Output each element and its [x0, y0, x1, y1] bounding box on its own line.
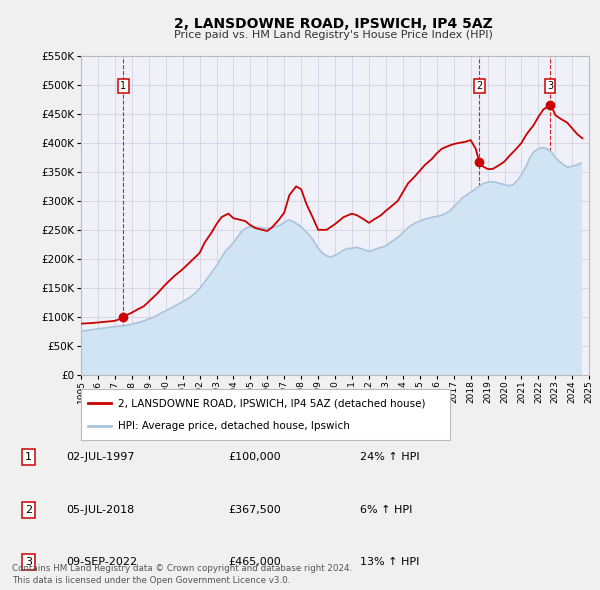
Text: 09-SEP-2022: 09-SEP-2022	[66, 557, 137, 566]
Text: 13% ↑ HPI: 13% ↑ HPI	[360, 557, 419, 566]
Text: 3: 3	[547, 81, 553, 91]
Text: 02-JUL-1997: 02-JUL-1997	[66, 453, 134, 462]
Text: £100,000: £100,000	[228, 453, 281, 462]
Text: 6% ↑ HPI: 6% ↑ HPI	[360, 506, 412, 515]
Text: 1: 1	[25, 453, 32, 462]
Text: Contains HM Land Registry data © Crown copyright and database right 2024.
This d: Contains HM Land Registry data © Crown c…	[12, 565, 352, 585]
Text: £367,500: £367,500	[228, 506, 281, 515]
Text: £465,000: £465,000	[228, 557, 281, 566]
Text: 05-JUL-2018: 05-JUL-2018	[66, 506, 134, 515]
Text: 2: 2	[476, 81, 482, 91]
Text: 3: 3	[25, 557, 32, 566]
Text: Price paid vs. HM Land Registry's House Price Index (HPI): Price paid vs. HM Land Registry's House …	[173, 30, 493, 40]
Text: 2: 2	[25, 506, 32, 515]
Text: 1: 1	[120, 81, 127, 91]
Text: HPI: Average price, detached house, Ipswich: HPI: Average price, detached house, Ipsw…	[118, 421, 350, 431]
Text: 2, LANSDOWNE ROAD, IPSWICH, IP4 5AZ: 2, LANSDOWNE ROAD, IPSWICH, IP4 5AZ	[173, 17, 493, 31]
Text: 24% ↑ HPI: 24% ↑ HPI	[360, 453, 419, 462]
Text: 2, LANSDOWNE ROAD, IPSWICH, IP4 5AZ (detached house): 2, LANSDOWNE ROAD, IPSWICH, IP4 5AZ (det…	[118, 398, 425, 408]
